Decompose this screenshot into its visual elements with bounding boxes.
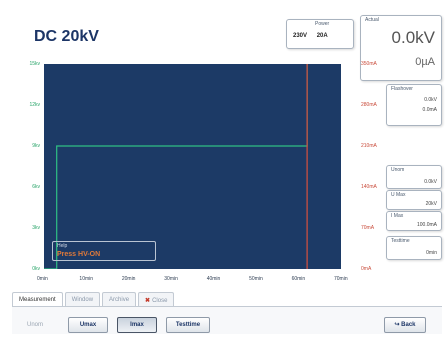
flashover-current: 0.0mA <box>422 107 437 113</box>
imax-panel: I Max 100.0mA <box>386 211 442 231</box>
tab-bar: Measurement Window Archive ✖ Close <box>12 292 176 306</box>
y-right-tick-label: 210mA <box>361 143 377 149</box>
y-right-tick-label: 280mA <box>361 102 377 108</box>
x-tick-label: 20min <box>121 276 136 282</box>
close-icon: ✖ <box>145 298 151 304</box>
series-line-0 <box>44 64 308 270</box>
back-label: Back <box>401 322 416 328</box>
y-left-tick-label: 12kv <box>29 102 40 108</box>
y-left-tick-label: 0kv <box>32 266 40 272</box>
testtime-button[interactable]: Testtime <box>166 317 210 333</box>
page-title: DC 20kV <box>34 28 99 45</box>
y-right-tick-label: 350mA <box>361 61 377 67</box>
y-right-tick-label: 140mA <box>361 184 377 190</box>
actual-voltage: 0.0kV <box>391 28 435 47</box>
unom-value: 0.0kV <box>424 179 437 185</box>
chart-svg <box>44 64 308 270</box>
x-tick-label: 0min <box>37 276 48 282</box>
unom-label: Unom <box>391 167 405 173</box>
flashover-voltage: 0.0kV <box>424 97 437 103</box>
y-right-tick-label: 70mA <box>361 225 375 231</box>
power-current: 20A <box>316 33 328 39</box>
back-arrow-icon: ↪ <box>394 322 400 328</box>
x-tick-label: 40min <box>206 276 221 282</box>
testtime-panel: Testtime 0min <box>386 236 442 260</box>
actual-panel: Actual 0.0kV 0µA <box>360 15 442 81</box>
imax-label: I Max <box>391 213 404 219</box>
y-right-tick-label: 0mA <box>361 266 372 272</box>
plot-area <box>44 64 341 270</box>
power-values: 230V 20A <box>293 33 336 39</box>
x-tick-label: 60min <box>291 276 306 282</box>
y-left-tick-label: 15kv <box>29 61 40 67</box>
actual-label: Actual <box>365 17 379 23</box>
x-tick-label: 50min <box>249 276 263 282</box>
unom-button[interactable]: Unom <box>26 322 43 328</box>
x-tick-label: 10min <box>79 276 94 282</box>
y-left-tick-label: 3kv <box>32 225 40 231</box>
power-voltage: 230V <box>293 33 308 39</box>
x-tick-label: 30min <box>164 276 178 282</box>
tab-measurement[interactable]: Measurement <box>12 292 63 306</box>
back-button[interactable]: ↪ Back <box>384 317 426 333</box>
testtime-label: Testtime <box>391 238 410 244</box>
tab-window[interactable]: Window <box>64 292 101 306</box>
tab-archive[interactable]: Archive <box>102 292 137 306</box>
tab-close-label: Close <box>152 298 168 304</box>
imax-value: 100.0mA <box>416 222 437 228</box>
testtime-value: 0min <box>426 250 437 256</box>
umax-label: U Max <box>391 192 406 198</box>
help-text: Press HV-ON <box>57 251 101 258</box>
actual-current: 0µA <box>415 56 435 68</box>
y-left-tick-label: 9kv <box>32 143 40 149</box>
tab-close[interactable]: ✖ Close <box>138 292 175 306</box>
bottom-toolbar: Unom Umax Imax Testtime ↪ Back <box>12 306 442 334</box>
umax-value: 20kV <box>425 201 437 207</box>
power-label: Power <box>315 21 330 27</box>
power-panel: Power 230V 20A <box>286 19 354 49</box>
flashover-panel: Flashover 0.0kV 0.0mA <box>386 84 442 126</box>
x-tick-label: 70min <box>334 276 348 282</box>
unom-panel: Unom 0.0kV <box>386 165 442 189</box>
umax-button[interactable]: Umax <box>68 317 108 333</box>
help-box: Help Press HV-ON <box>52 241 156 261</box>
help-label: Help <box>57 243 68 249</box>
y-left-tick-label: 6kv <box>32 184 40 190</box>
imax-button[interactable]: Imax <box>117 317 157 333</box>
umax-panel: U Max 20kV <box>386 190 442 210</box>
flashover-label: Flashover <box>391 86 413 92</box>
